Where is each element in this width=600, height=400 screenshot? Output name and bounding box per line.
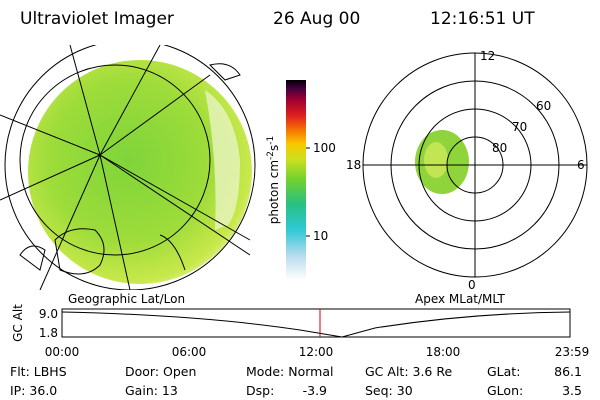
timeline-frame (61, 308, 571, 338)
footer-field: Door: Open (125, 364, 196, 379)
polar-plot (362, 52, 588, 278)
footer-field: Dsp: (246, 383, 274, 398)
left-panel-label: Geographic Lat/Lon (68, 292, 185, 306)
timeline-x-tick: 12:00 (299, 345, 334, 359)
colorbar (286, 80, 306, 280)
footer-field: GC Alt: 3.6 Re (365, 364, 452, 379)
timeline-y-tick: 1.8 (39, 326, 58, 340)
mlat-label: 70 (512, 120, 527, 134)
unit: s (267, 145, 281, 151)
footer-field: Seq: 30 (365, 383, 413, 398)
geographic-image (0, 45, 256, 290)
timeline-x-tick: 00:00 (45, 345, 80, 359)
title: Ultraviolet Imager (20, 9, 174, 29)
footer-field: Gain: 13 (125, 383, 178, 398)
footer-field: IP: 36.0 (10, 383, 57, 398)
unit: photon cm (267, 160, 281, 224)
colorbar-tick-label: 10 (313, 229, 328, 243)
mlt-label: 6 (577, 158, 585, 172)
timeline-x-tick: 06:00 (172, 345, 207, 359)
mlt-label: 0 (468, 278, 476, 292)
footer-field: Mode: Normal (246, 364, 333, 379)
footer: Flt: LBHS Door: Open Mode: Normal GC Alt… (10, 364, 582, 398)
mlt-label: 18 (346, 158, 361, 172)
timeline-y-tick: 9.0 (39, 307, 58, 321)
mlat-label: 60 (536, 99, 551, 113)
footer-value: 86.1 (554, 364, 582, 379)
time: 12:16:51 UT (430, 9, 535, 29)
colorbar-label: photon cm-2s-1 (266, 136, 281, 225)
footer-field: GLon: (487, 383, 523, 398)
timeline-y-label: GC Alt (11, 304, 25, 342)
footer-field: Flt: LBHS (10, 364, 67, 379)
colorbar-tick-label: 100 (313, 141, 336, 155)
date: 26 Aug 00 (273, 9, 360, 29)
altitude-curve (61, 311, 571, 338)
mlat-label: 80 (492, 141, 507, 155)
exponent: -1 (266, 136, 276, 145)
timeline-x-tick: 23:59 (555, 345, 590, 359)
right-panel-label: Apex MLat/MLT (415, 292, 505, 306)
exponent: -2 (266, 151, 276, 160)
footer-value: -3.9 (303, 383, 327, 398)
timeline-x-tick: 18:00 (426, 345, 461, 359)
footer-field: GLat: (487, 364, 520, 379)
footer-value: 3.5 (562, 383, 582, 398)
mlt-label: 12 (480, 49, 495, 63)
